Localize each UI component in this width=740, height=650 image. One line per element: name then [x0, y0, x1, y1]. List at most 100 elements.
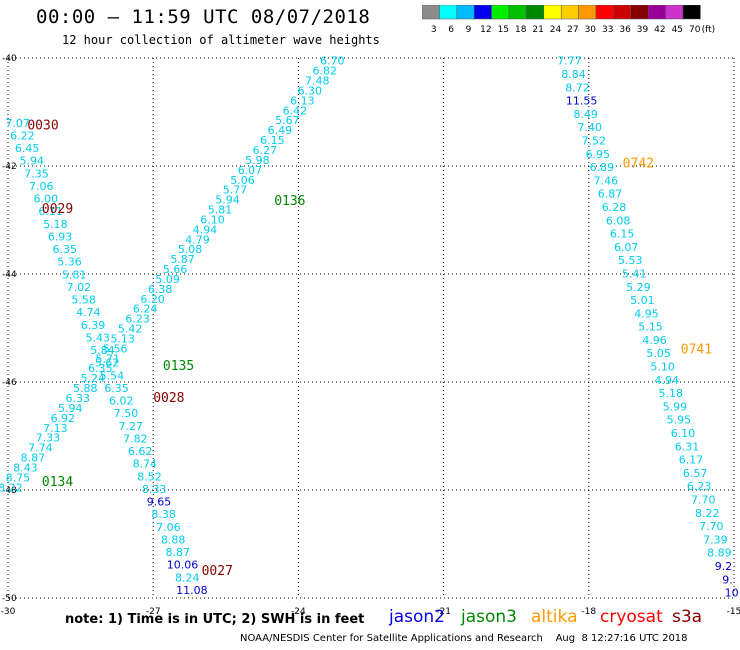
wave-height-color-legend: 3 6 9 12 15 18 21 24 27 30 33 36 39 42 45 70 (ft): [422, 5, 715, 35]
wave-height-value: 5.29: [626, 281, 651, 294]
wave-height-value: 7.06: [29, 180, 54, 193]
wave-height-value: 6.22: [10, 129, 35, 142]
wave-height-value: 5.77: [223, 184, 248, 197]
legend-bin-label: 42: [654, 25, 665, 35]
wave-height-value: 6.33: [66, 392, 91, 405]
legend-swatch: [647, 5, 666, 20]
wave-height-value: 8.52: [137, 470, 162, 483]
wave-height-value: 6.62: [128, 445, 153, 458]
footer-credit: NOAA/NESDIS Center for Satellite Applica…: [240, 633, 688, 644]
y-tick-label: -44: [2, 270, 17, 280]
legend-bin-label: 30: [585, 25, 597, 35]
wave-height-value: 6.35: [53, 243, 78, 256]
wave-height-value: 4.94: [193, 223, 218, 236]
pass-time-label: 0742: [623, 156, 654, 171]
wave-height-value: 10: [725, 587, 739, 600]
wave-height-marks: 6.706.827.486.306.136.425.676.496.156.27…: [0, 55, 739, 600]
legend-bin-label: 21: [532, 25, 543, 35]
wave-height-value: 5.67: [275, 114, 300, 127]
satellite-legend-s3a: s3a: [672, 607, 703, 627]
wave-height-value: 6.87: [598, 188, 623, 201]
wave-height-value: 6.35: [88, 362, 113, 375]
wave-height-value: 5.13: [110, 332, 135, 345]
wave-height-value: 7.74: [28, 442, 53, 455]
wave-height-value: 5.10: [650, 361, 675, 374]
wave-height-value: 5.41: [622, 267, 647, 280]
y-tick-label: -50: [2, 594, 17, 604]
wave-height-value: 5.62: [95, 357, 120, 370]
wave-height-value: 5.99: [663, 400, 688, 413]
wave-height-value: 5.94: [20, 155, 45, 168]
legend-swatch: [456, 5, 475, 20]
wave-height-value: 7.52: [582, 134, 607, 147]
wave-height-value: 7.02: [67, 281, 92, 294]
wave-height-value: 5.87: [170, 253, 195, 266]
wave-height-value: 6.17: [679, 454, 704, 467]
wave-height-value: 7.70: [699, 520, 724, 533]
wave-height-value: 5.71: [95, 352, 120, 365]
wave-height-value: 6.93: [48, 230, 73, 243]
axis-ticks: -30 -27 -24 -21 -18 -15 -40 -42 -44 -46 -48 -50: [1, 54, 740, 617]
legend-bin-label: 18: [515, 25, 527, 35]
wave-height-value: 5.08: [178, 243, 203, 256]
wave-height-value: 5.53: [618, 254, 643, 267]
wave-height-value: 5.15: [638, 321, 663, 334]
chart-subtitle: 12 hour collection of altimeter wave hei…: [62, 33, 380, 47]
legend-bin-label: 9: [466, 25, 472, 35]
legend-bin-label: 39: [637, 25, 649, 35]
wave-height-value: 8.87: [21, 452, 46, 465]
wave-height-value: 6.95: [586, 148, 611, 161]
wave-height-value: 8.75: [6, 471, 31, 484]
wave-height-value: 6.15: [260, 134, 285, 147]
wave-height-value: 6.23: [125, 313, 150, 326]
wave-height-value: 7.06: [156, 521, 181, 534]
pass-time-label: 0029: [42, 202, 73, 217]
wave-height-value: 5.06: [230, 174, 255, 187]
legend-swatch: [543, 5, 562, 20]
x-tick-label: -18: [581, 607, 596, 617]
wave-height-value: 5.81: [208, 204, 233, 217]
wave-height-value: 6.27: [253, 144, 278, 157]
wave-height-value: 6.10: [671, 427, 696, 440]
wave-height-value: 6.49: [268, 124, 293, 137]
wave-height-value: 6.20: [140, 293, 165, 306]
wave-height-value: 8.87: [166, 546, 191, 559]
pass-time-label: 0027: [202, 564, 233, 579]
x-tick-label: -30: [1, 607, 16, 617]
wave-height-value: 6.23: [687, 480, 712, 493]
wave-height-value: 6.38: [148, 283, 173, 296]
wave-height-value: 5.01: [630, 294, 655, 307]
wave-height-value: 6.10: [200, 213, 225, 226]
wave-height-value: 8.43: [13, 461, 38, 474]
wave-height-value: 6.28: [602, 201, 627, 214]
wave-height-value: 6.30: [298, 84, 323, 97]
wave-height-value: 7.27: [118, 420, 143, 433]
x-tick-label: -15: [727, 607, 740, 617]
pass-time-label: 0028: [153, 391, 184, 406]
wave-height-value: 8.89: [707, 547, 732, 560]
wave-height-value: 6.39: [81, 319, 106, 332]
wave-height-value: 4.94: [654, 374, 679, 387]
wave-height-value: 5.81: [62, 268, 87, 281]
legend-swatch: [508, 5, 527, 20]
wave-height-value: 8.72: [565, 81, 590, 94]
legend-bin-label: 27: [567, 25, 578, 35]
note-text: note: 1) Time is in UTC; 2) SWH is in fe…: [65, 612, 365, 627]
chart-title: 00:00 – 11:59 UTC 08/07/2018: [36, 6, 371, 28]
legend-bin-label: 45: [672, 25, 683, 35]
wave-height-value: 5.88: [73, 382, 98, 395]
wave-height-value: 4.79: [185, 233, 210, 246]
wave-height-value: 7.50: [114, 407, 139, 420]
wave-height-value: 5.94: [215, 194, 240, 207]
wave-height-value: 5.09: [155, 273, 180, 286]
wave-height-value: 7.40: [577, 121, 602, 134]
wave-height-value: 5.05: [646, 347, 671, 360]
wave-height-value: 4.96: [642, 334, 667, 347]
wave-height-value: 5.18: [659, 387, 684, 400]
satellite-legend-jason2: jason2: [389, 607, 445, 627]
legend-bin-label: 24: [550, 25, 562, 35]
legend-bin-label: 70: [689, 25, 701, 35]
wave-height-value: 6.13: [290, 94, 315, 107]
wave-height-value: 7.07: [5, 117, 30, 130]
